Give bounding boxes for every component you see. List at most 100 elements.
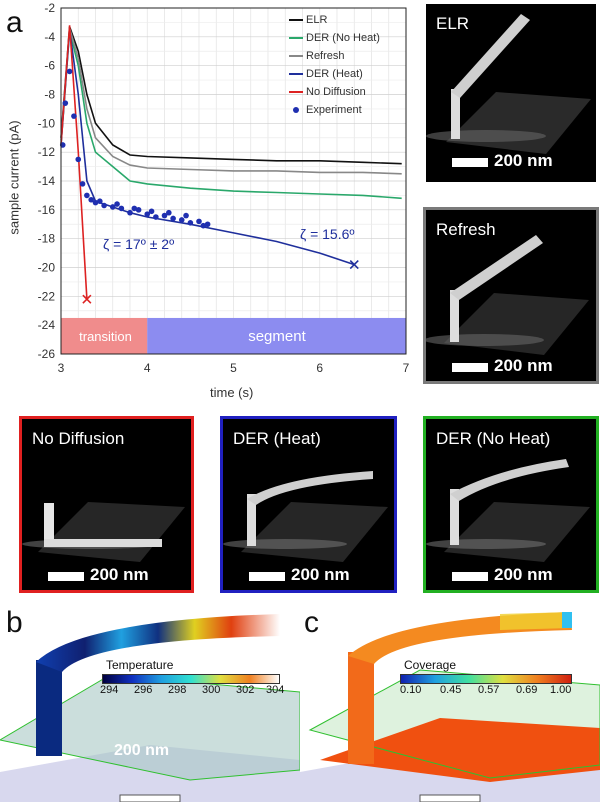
tick: 294 <box>100 684 119 696</box>
sem-image-der-no-heat: DER (No Heat) 200 nm <box>423 416 599 593</box>
y-tick-label: -12 <box>38 145 56 159</box>
experiment-point <box>131 205 138 212</box>
tick: 0.57 <box>478 684 500 696</box>
y-tick-label: -22 <box>38 289 56 303</box>
tick: 1.00 <box>550 684 572 696</box>
experiment-point <box>200 222 207 229</box>
colorbar-c-title: Coverage <box>404 658 457 672</box>
x-tick-label: 4 <box>144 361 151 375</box>
y-tick-label: -4 <box>44 30 55 44</box>
tick: 298 <box>168 684 187 696</box>
coverage-simulation-render <box>300 612 600 802</box>
scale-bar <box>452 572 488 581</box>
scale-bar <box>452 363 488 372</box>
tick: 296 <box>134 684 153 696</box>
sem-label-der-heat: DER (Heat) <box>233 429 321 448</box>
experiment-point <box>109 204 116 210</box>
scale-label: 200 nm <box>291 565 350 584</box>
tick: 300 <box>202 684 221 696</box>
legend-label-elr: ELR <box>306 14 328 26</box>
experiment-point <box>166 209 172 216</box>
panel-label-a: a <box>6 6 23 39</box>
scale-bar <box>249 572 285 581</box>
experiment-point <box>71 113 77 119</box>
y-tick-label: -26 <box>38 347 56 361</box>
sem-label-der-no-heat: DER (No Heat) <box>436 429 551 448</box>
experiment-point <box>204 221 211 228</box>
y-tick-label: -16 <box>38 203 56 217</box>
legend-label-der-heat: DER (Heat) <box>306 68 363 80</box>
sem-image-der-heat: DER (Heat) 200 nm <box>220 416 397 593</box>
experiment-point <box>127 209 133 216</box>
x-tick-label: 3 <box>58 361 65 375</box>
experiment-point <box>97 198 103 204</box>
sem-label-refresh: Refresh <box>436 220 496 239</box>
y-tick-label: -8 <box>44 88 55 102</box>
scale-label: 200 nm <box>494 565 553 584</box>
legend-label-der-no-heat: DER (No Heat) <box>306 32 380 44</box>
plot-frame <box>60 7 407 355</box>
tick: 304 <box>266 684 285 696</box>
scale-label: 200 nm <box>494 356 553 375</box>
series-line-no-diffusion <box>60 25 88 300</box>
series-line-der-no-heat- <box>60 30 402 200</box>
series-line-elr <box>60 26 402 165</box>
y-tick-label: -10 <box>38 116 56 130</box>
experiment-point <box>144 211 151 217</box>
experiment-point <box>114 201 120 207</box>
experiment-point <box>75 156 82 163</box>
experiment-point <box>187 220 194 226</box>
experiment-point <box>196 218 202 225</box>
legend-swatch-experiment <box>293 107 299 114</box>
experiment-point <box>183 212 189 219</box>
x-tick-label: 7 <box>403 361 410 375</box>
experiment-point <box>79 181 86 187</box>
experiment-point <box>135 207 142 213</box>
experiment-point <box>178 217 185 223</box>
tick: 0.45 <box>440 684 462 696</box>
legend: ELR DER (No Heat) Refresh DER (Heat) No … <box>289 14 409 129</box>
experiment-point <box>84 192 90 199</box>
annotation-zeta-simulation: ζ = 15.6º <box>300 226 355 242</box>
tick: 0.10 <box>400 684 422 696</box>
tick: 302 <box>236 684 255 696</box>
legend-swatch-elr <box>289 19 303 22</box>
panel-label-b: b <box>6 606 23 639</box>
band-label-segment: segment <box>248 328 306 345</box>
x-tick-label: 6 <box>316 361 323 375</box>
panel-label-c: c <box>304 606 319 639</box>
experiment-point <box>101 202 107 209</box>
y-tick-label: -18 <box>38 232 56 246</box>
end-marker <box>82 294 92 304</box>
scale-bar <box>452 158 488 167</box>
tick: 0.69 <box>516 684 538 696</box>
annotation-zeta-experiment: ζ = 17º ± 2º <box>103 236 175 252</box>
y-tick-label: -20 <box>38 261 56 275</box>
experiment-point <box>92 199 99 206</box>
sem-image-no-diffusion: No Diffusion 200 nm <box>19 416 194 593</box>
scale-label: 200 nm <box>90 565 149 584</box>
experiment-point <box>88 196 94 203</box>
scale-label: 200 nm <box>494 151 553 170</box>
band-segment <box>147 317 406 354</box>
band-transition <box>61 317 148 354</box>
temperature-simulation-render <box>0 614 300 802</box>
end-marker <box>349 260 359 270</box>
series-line-refresh <box>60 27 402 175</box>
sem-label-elr: ELR <box>436 14 470 33</box>
x-axis-label: time (s) <box>210 385 254 400</box>
coverage-colorbar <box>400 674 572 684</box>
sem-image-refresh: Refresh 200 nm <box>423 207 599 384</box>
colorbar-b-title: Temperature <box>106 658 174 672</box>
experiment-point <box>161 212 168 219</box>
y-axis-label: sample current (pA) <box>6 120 22 235</box>
panel-b-scale-label: 200 nm <box>114 742 170 759</box>
current-vs-time-chart: -2 -4 -6 -8 -10 -12 -14 -16 -18 -20 -22 -24 -263 4 5 6 7 <box>38 1 410 375</box>
legend-swatch-refresh <box>289 55 303 58</box>
experiment-point <box>153 214 159 220</box>
legend-label-experiment: Experiment <box>306 104 362 116</box>
y-tick-label: -24 <box>38 318 56 332</box>
experiment-point <box>118 205 125 212</box>
y-tick-label: -14 <box>38 174 56 188</box>
legend-swatch-der-heat <box>289 73 303 76</box>
